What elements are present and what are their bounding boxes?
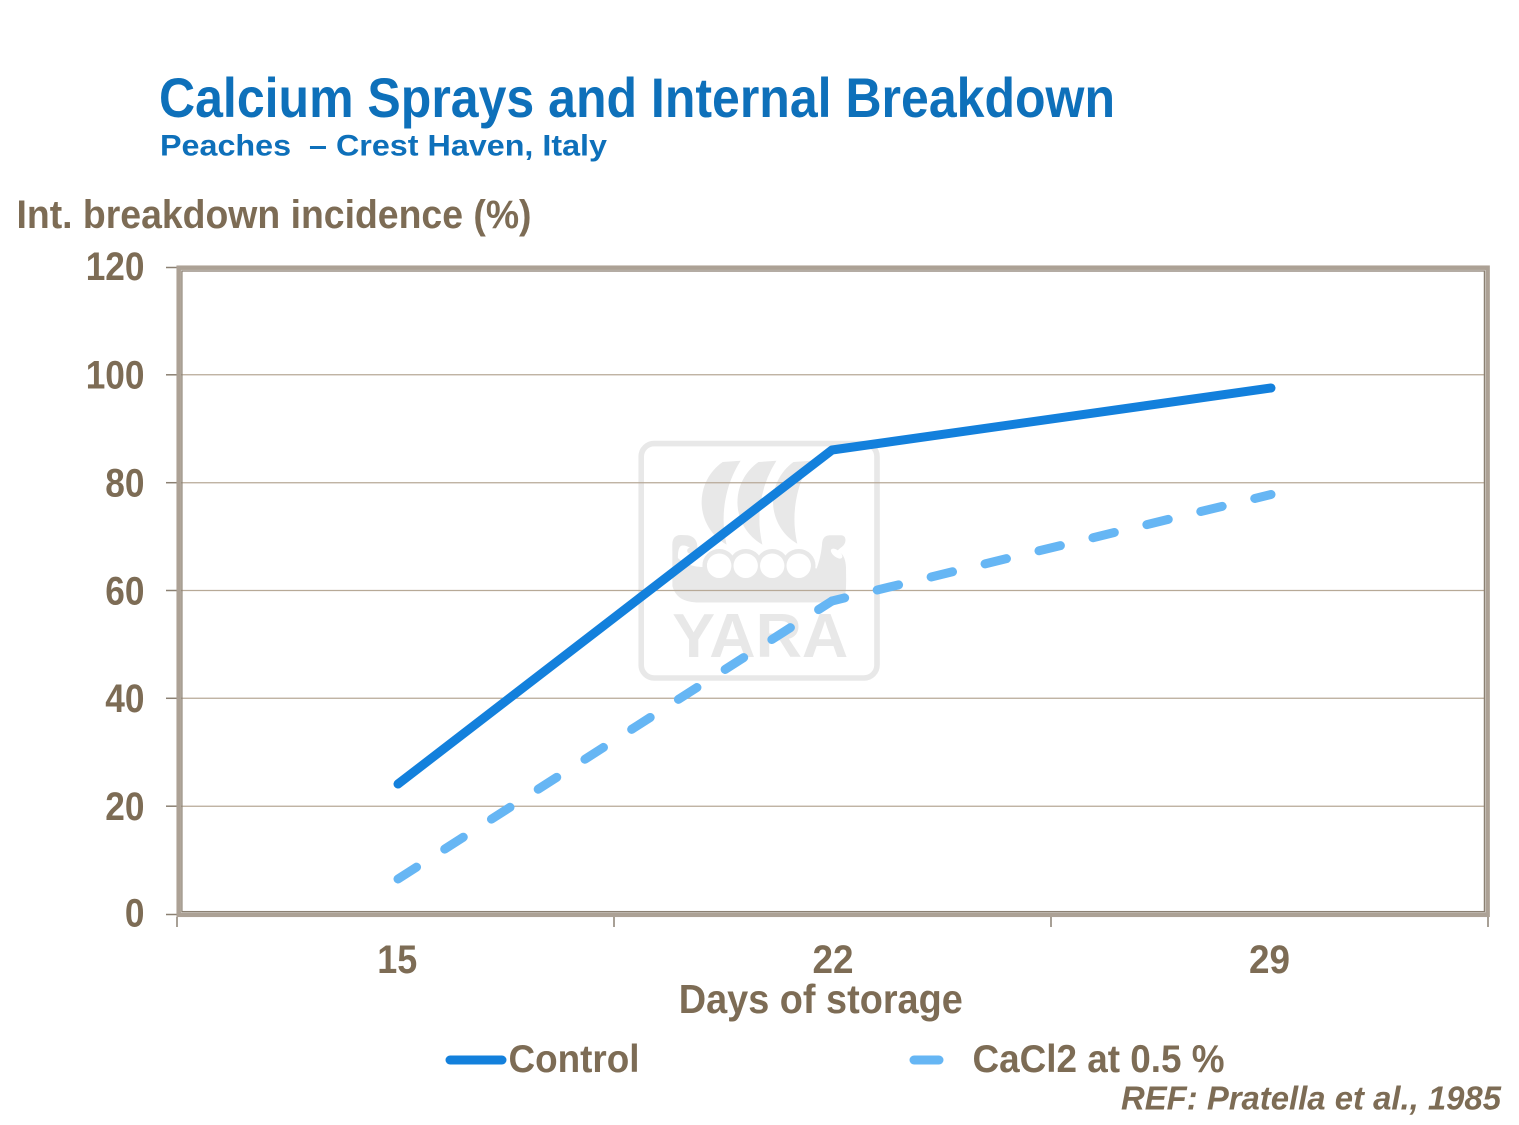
svg-text:Int. breakdown incidence (%): Int. breakdown incidence (%) (17, 193, 532, 237)
svg-text:29: 29 (1249, 938, 1290, 982)
svg-text:REF: Pratella et al., 1985: REF: Pratella et al., 1985 (1121, 1079, 1502, 1117)
svg-text:15: 15 (377, 938, 417, 982)
svg-text:CaCl2 at 0.5 %: CaCl2 at 0.5 % (973, 1038, 1225, 1081)
svg-text:100: 100 (86, 354, 145, 398)
svg-text:Peaches – Crest Haven, Italy: Peaches – Crest Haven, Italy (160, 130, 607, 163)
svg-text:Calcium Sprays and Internal Br: Calcium Sprays and Internal Breakdown (159, 66, 1115, 129)
svg-text:Control: Control (509, 1038, 640, 1081)
svg-text:0: 0 (125, 892, 145, 936)
svg-text:80: 80 (105, 462, 144, 506)
svg-text:22: 22 (813, 938, 854, 982)
svg-text:120: 120 (86, 245, 145, 289)
svg-text:60: 60 (105, 569, 144, 613)
svg-text:40: 40 (105, 677, 144, 721)
svg-text:20: 20 (105, 785, 144, 829)
svg-text:Days of storage: Days of storage (679, 976, 963, 1022)
